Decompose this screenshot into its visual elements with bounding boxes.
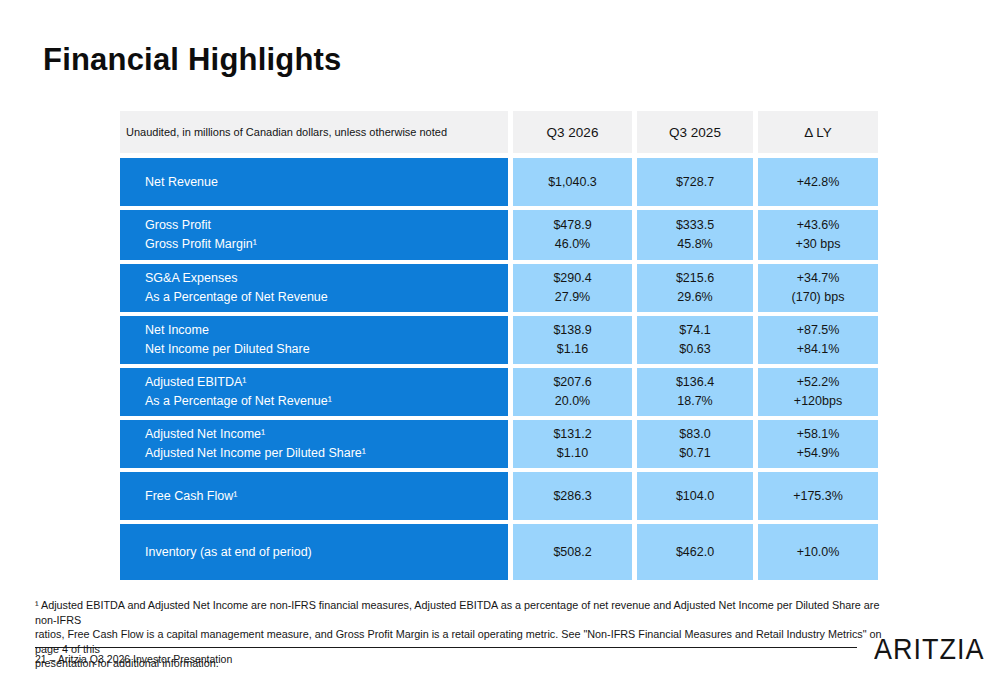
- cell-q3-2026: $207.6 20.0%: [513, 368, 632, 416]
- cell-delta-ly: +58.1% +54.9%: [758, 420, 878, 468]
- aritzia-logo: ARITZIA: [874, 633, 985, 666]
- table-header-row: Unaudited, in millions of Canadian dolla…: [120, 111, 878, 153]
- row-label: Adjusted Net Income¹ Adjusted Net Income…: [120, 420, 508, 468]
- table-row: Free Cash Flow¹ $286.3 $104.0 +175.3%: [120, 472, 878, 520]
- cell-q3-2025: $104.0: [637, 472, 753, 520]
- row-label: Net Revenue: [120, 158, 508, 206]
- cell-delta-ly: +175.3%: [758, 472, 878, 520]
- footer-divider: [35, 647, 857, 648]
- cell-q3-2025: $83.0 $0.71: [637, 420, 753, 468]
- footer-page-label: 21 – Aritzia Q3 2026 Investor Presentati…: [35, 653, 232, 665]
- cell-q3-2025: $136.4 18.7%: [637, 368, 753, 416]
- cell-q3-2025: $462.0: [637, 524, 753, 580]
- table-row: Adjusted EBITDA¹ As a Percentage of Net …: [120, 368, 878, 416]
- cell-delta-ly: +10.0%: [758, 524, 878, 580]
- table-row: SG&A Expenses As a Percentage of Net Rev…: [120, 264, 878, 312]
- cell-q3-2026: $131.2 $1.10: [513, 420, 632, 468]
- table-header-delta-ly: Δ LY: [758, 111, 878, 153]
- table-header-q3-2026: Q3 2026: [513, 111, 632, 153]
- cell-delta-ly: +43.6% +30 bps: [758, 210, 878, 260]
- row-label: Net Income Net Income per Diluted Share: [120, 316, 508, 364]
- page-title: Financial Highlights: [43, 42, 342, 78]
- cell-delta-ly: +42.8%: [758, 158, 878, 206]
- cell-q3-2026: $508.2: [513, 524, 632, 580]
- cell-delta-ly: +87.5% +84.1%: [758, 316, 878, 364]
- table-row: Net Income Net Income per Diluted Share …: [120, 316, 878, 364]
- table-row: Inventory (as at end of period) $508.2 $…: [120, 524, 878, 580]
- row-label: Gross Profit Gross Profit Margin¹: [120, 210, 508, 260]
- cell-q3-2026: $478.9 46.0%: [513, 210, 632, 260]
- cell-q3-2025: $333.5 45.8%: [637, 210, 753, 260]
- cell-q3-2025: $74.1 $0.63: [637, 316, 753, 364]
- cell-q3-2025: $728.7: [637, 158, 753, 206]
- financial-highlights-table: Unaudited, in millions of Canadian dolla…: [120, 111, 878, 580]
- table-row: Gross Profit Gross Profit Margin¹ $478.9…: [120, 210, 878, 260]
- table-row: Adjusted Net Income¹ Adjusted Net Income…: [120, 420, 878, 468]
- table-header-note: Unaudited, in millions of Canadian dolla…: [120, 111, 508, 153]
- row-label: SG&A Expenses As a Percentage of Net Rev…: [120, 264, 508, 312]
- cell-delta-ly: +52.2% +120bps: [758, 368, 878, 416]
- row-label: Free Cash Flow¹: [120, 472, 508, 520]
- row-label: Adjusted EBITDA¹ As a Percentage of Net …: [120, 368, 508, 416]
- table-row: Net Revenue $1,040.3 $728.7 +42.8%: [120, 158, 878, 206]
- cell-q3-2026: $286.3: [513, 472, 632, 520]
- cell-q3-2026: $138.9 $1.16: [513, 316, 632, 364]
- cell-q3-2026: $290.4 27.9%: [513, 264, 632, 312]
- cell-delta-ly: +34.7% (170) bps: [758, 264, 878, 312]
- row-label: Inventory (as at end of period): [120, 524, 508, 580]
- table-header-q3-2025: Q3 2025: [637, 111, 753, 153]
- cell-q3-2025: $215.6 29.6%: [637, 264, 753, 312]
- cell-q3-2026: $1,040.3: [513, 158, 632, 206]
